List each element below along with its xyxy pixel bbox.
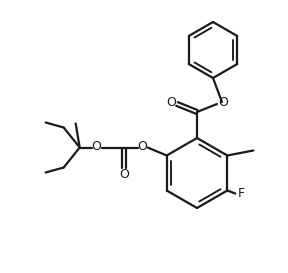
Text: O: O <box>91 140 101 153</box>
Text: F: F <box>238 187 245 200</box>
Text: O: O <box>137 140 147 153</box>
Text: O: O <box>166 96 176 109</box>
Text: O: O <box>119 168 129 181</box>
Text: O: O <box>218 96 228 109</box>
